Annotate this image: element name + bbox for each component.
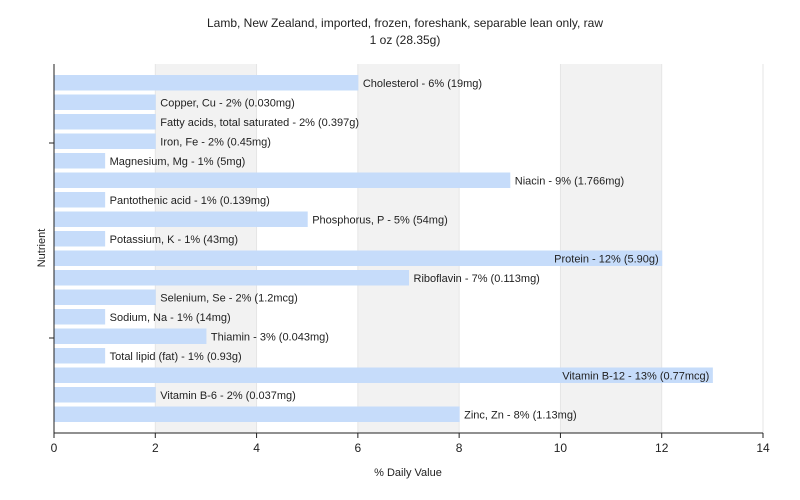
- x-tick-label: 14: [756, 441, 770, 455]
- bar-label: Vitamin B-6 - 2% (0.037mg): [160, 390, 296, 402]
- bar: [54, 289, 156, 305]
- bar: [54, 114, 156, 130]
- bar: [54, 250, 663, 266]
- bar-label: Vitamin B-12 - 13% (0.77mcg): [562, 370, 709, 382]
- bar-label: Potassium, K - 1% (43mg): [110, 234, 238, 246]
- bar-labels: Cholesterol - 6% (19mg) Copper, Cu - 2% (…: [110, 78, 710, 422]
- bar: [54, 231, 106, 247]
- y-axis-label: Nutrient: [36, 229, 48, 268]
- x-tick-label: 6: [355, 441, 362, 455]
- bar: [54, 270, 409, 286]
- x-tick-label: 12: [655, 441, 669, 455]
- bar-label: Cholesterol - 6% (19mg): [363, 78, 482, 90]
- bar: [54, 387, 156, 403]
- bar: [54, 309, 106, 325]
- bar: [54, 348, 106, 364]
- bar-label: Fatty acids, total saturated - 2% (0.397…: [160, 117, 359, 129]
- bar-label: Niacin - 9% (1.766mg): [515, 175, 624, 187]
- bar-label: Copper, Cu - 2% (0.030mg): [160, 97, 295, 109]
- bar-label: Selenium, Se - 2% (1.2mcg): [160, 292, 298, 304]
- x-tick-label: 2: [152, 441, 159, 455]
- bar-label: Riboflavin - 7% (0.113mg): [414, 273, 540, 285]
- x-tick-label: 4: [253, 441, 260, 455]
- x-axis-label: % Daily Value: [374, 467, 442, 479]
- bar: [54, 367, 713, 383]
- bar-label: Iron, Fe - 2% (0.45mg): [160, 136, 271, 148]
- bar-label: Phosphorus, P - 5% (54mg): [312, 214, 448, 226]
- bar: [54, 172, 511, 188]
- x-tick-label: 0: [51, 441, 58, 455]
- bar: [54, 211, 308, 227]
- bar: [54, 94, 156, 110]
- bar: [54, 406, 460, 422]
- bar-label: Zinc, Zn - 8% (1.13mg): [464, 409, 576, 421]
- bar-label: Protein - 12% (5.90g): [554, 253, 659, 265]
- bars: [54, 75, 713, 422]
- chart-subtitle: 1 oz (28.35g): [370, 33, 441, 47]
- bar-label: Thiamin - 3% (0.043mg): [211, 331, 329, 343]
- bar-label: Sodium, Na - 1% (14mg): [110, 312, 231, 324]
- bar-label: Total lipid (fat) - 1% (0.93g): [110, 351, 242, 363]
- x-tick-label: 10: [554, 441, 568, 455]
- bar: [54, 75, 359, 91]
- bar: [54, 192, 106, 208]
- x-axis-ticks: 0 2 4 6 8 10 12 14: [51, 433, 770, 455]
- bar-label: Magnesium, Mg - 1% (5mg): [110, 156, 246, 168]
- bar: [54, 328, 207, 344]
- bar: [54, 153, 106, 169]
- bar-label: Pantothenic acid - 1% (0.139mg): [110, 195, 270, 207]
- x-tick-label: 8: [456, 441, 463, 455]
- chart-title: Lamb, New Zealand, imported, frozen, for…: [207, 16, 603, 30]
- bar: [54, 133, 156, 149]
- axes: [49, 64, 763, 434]
